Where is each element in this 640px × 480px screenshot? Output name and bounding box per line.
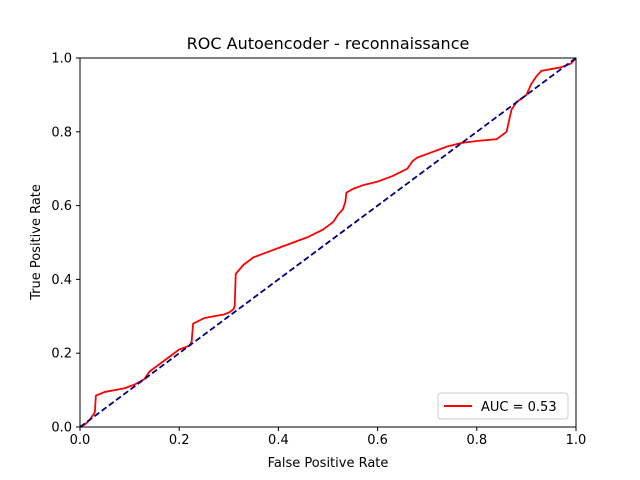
y-tick-label: 0.8 (51, 125, 72, 140)
chart-title: ROC Autoencoder - reconnaissance (187, 34, 470, 53)
x-tick-label: 0.0 (70, 433, 91, 448)
x-tick-label: 0.2 (169, 433, 190, 448)
legend-label: AUC = 0.53 (481, 400, 557, 415)
legend-box (437, 392, 569, 420)
plot-area: 0.0 0.2 0.4 0.6 0.8 1.0 0.0 0.2 0.4 0.6 0.8 1.0 AUC … (51, 52, 586, 449)
roc-curve-line (79, 57, 577, 428)
chance-diagonal-line (79, 57, 577, 428)
x-tick-label: 1.0 (566, 433, 587, 448)
y-tick-label: 0.2 (51, 347, 72, 362)
y-tick-label: 0.4 (51, 273, 72, 288)
x-tick-label: 0.4 (268, 433, 289, 448)
y-tick-label: 0.6 (51, 199, 72, 214)
y-tick-label: 1.0 (51, 52, 72, 67)
plot-frame (79, 57, 577, 428)
x-tick-label: 0.8 (466, 433, 487, 448)
y-axis-label: True Positive Rate (29, 184, 44, 301)
y-tick-label: 0.0 (51, 421, 72, 436)
x-axis-label: False Positive Rate (268, 456, 389, 471)
x-tick-label: 0.6 (367, 433, 388, 448)
